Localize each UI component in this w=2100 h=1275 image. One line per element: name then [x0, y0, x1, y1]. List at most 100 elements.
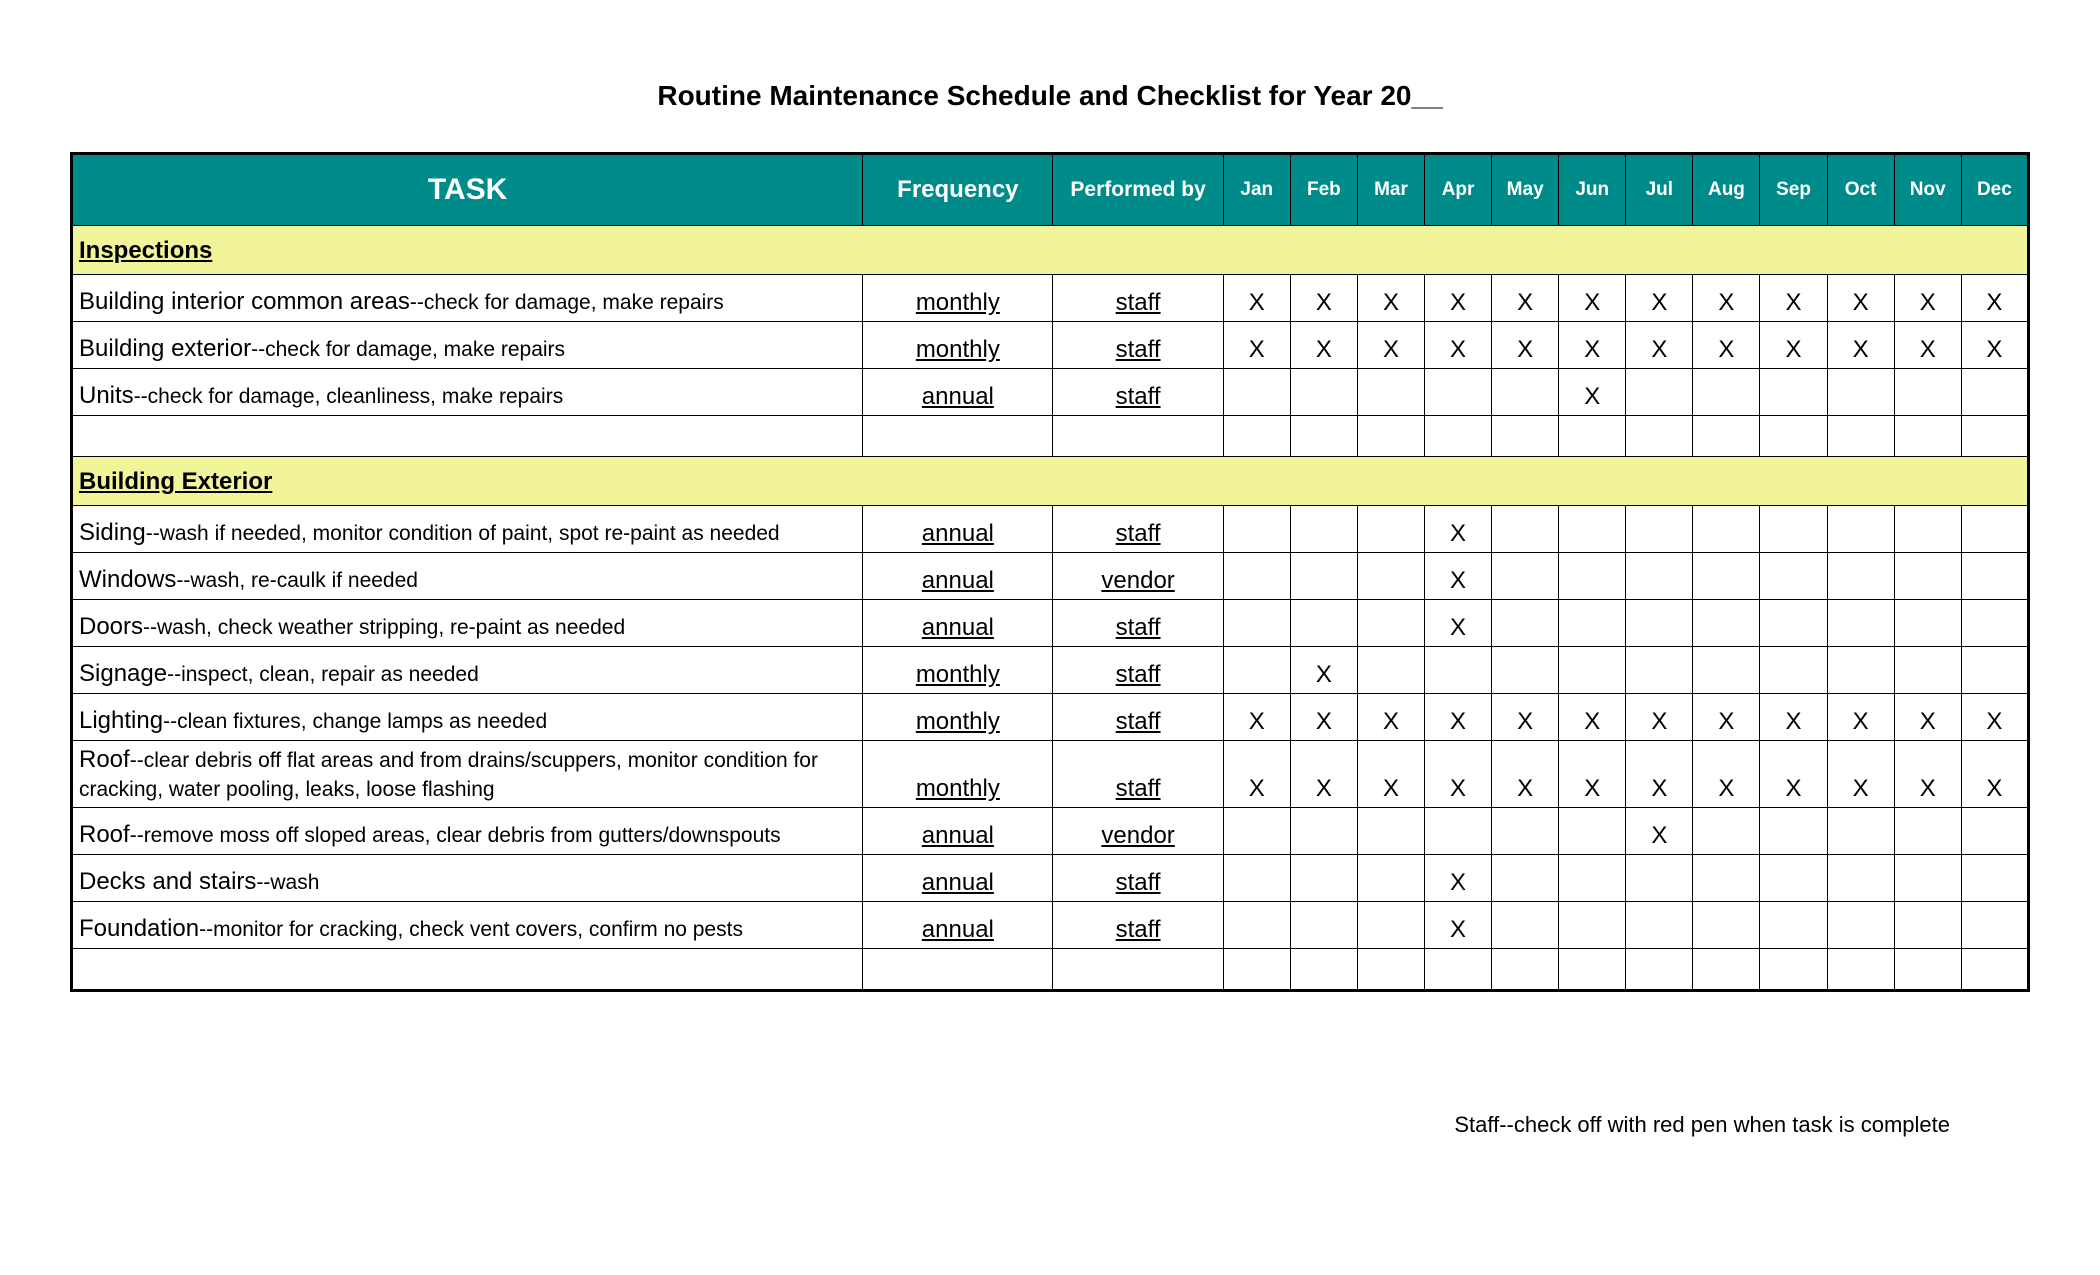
task-desc: --wash, re-caulk if needed: [176, 569, 418, 592]
task-name: Doors: [79, 613, 143, 640]
frequency-cell: annual: [863, 369, 1053, 416]
month-cell: [1223, 902, 1290, 949]
section-row: Building Exterior: [72, 457, 2029, 506]
month-cell: X: [1425, 855, 1492, 902]
month-cell: [1760, 808, 1827, 855]
month-cell: [1693, 553, 1760, 600]
month-cell: X: [1559, 694, 1626, 741]
task-cell: Roof--remove moss off sloped areas, clea…: [72, 808, 863, 855]
month-cell: [1894, 808, 1961, 855]
month-cell: [1492, 506, 1559, 553]
col-header-sep: Sep: [1760, 154, 1827, 226]
table-row: Siding--wash if needed, monitor conditio…: [72, 506, 2029, 553]
task-desc: --monitor for cracking, check vent cover…: [199, 918, 743, 941]
blank-cell: [72, 416, 863, 457]
month-cell: [1223, 369, 1290, 416]
month-cell: X: [1357, 322, 1424, 369]
month-cell: X: [1693, 694, 1760, 741]
performed-by-cell: staff: [1053, 275, 1223, 322]
month-cell: [1290, 902, 1357, 949]
month-cell: [1626, 647, 1693, 694]
blank-cell: [1894, 416, 1961, 457]
blank-cell: [1223, 949, 1290, 991]
table-row: Windows--wash, re-caulk if neededannualv…: [72, 553, 2029, 600]
task-desc: --check for damage, make repairs: [410, 291, 724, 314]
blank-cell: [1760, 949, 1827, 991]
frequency-cell: annual: [863, 808, 1053, 855]
month-cell: X: [1290, 647, 1357, 694]
month-cell: X: [1425, 694, 1492, 741]
month-cell: [1827, 855, 1894, 902]
blank-cell: [863, 949, 1053, 991]
table-header-row: TASK Frequency Performed by Jan Feb Mar …: [72, 154, 2029, 226]
col-header-jul: Jul: [1626, 154, 1693, 226]
month-cell: X: [1894, 694, 1961, 741]
month-cell: X: [1626, 694, 1693, 741]
month-cell: [1223, 600, 1290, 647]
task-desc: --wash if needed, monitor condition of p…: [146, 522, 780, 545]
month-cell: [1492, 808, 1559, 855]
task-desc: --inspect, clean, repair as needed: [167, 663, 479, 686]
task-cell: Signage--inspect, clean, repair as neede…: [72, 647, 863, 694]
month-cell: X: [1894, 741, 1961, 808]
task-name: Roof: [79, 746, 130, 773]
blank-cell: [1894, 949, 1961, 991]
month-cell: [1492, 902, 1559, 949]
blank-cell: [1693, 416, 1760, 457]
month-cell: [1693, 902, 1760, 949]
performed-by-cell: staff: [1053, 741, 1223, 808]
month-cell: X: [1223, 694, 1290, 741]
blank-cell: [1827, 416, 1894, 457]
month-cell: [1827, 506, 1894, 553]
month-cell: [1693, 506, 1760, 553]
month-cell: [1626, 902, 1693, 949]
month-cell: [1290, 553, 1357, 600]
task-cell: Units--check for damage, cleanliness, ma…: [72, 369, 863, 416]
month-cell: [1357, 506, 1424, 553]
month-cell: [1961, 902, 2028, 949]
task-cell: Decks and stairs--wash: [72, 855, 863, 902]
month-cell: [1894, 647, 1961, 694]
month-cell: [1894, 369, 1961, 416]
month-cell: [1961, 600, 2028, 647]
task-desc: --clear debris off flat areas and from d…: [79, 749, 818, 801]
month-cell: [1760, 553, 1827, 600]
performed-by-cell: staff: [1053, 369, 1223, 416]
frequency-cell: annual: [863, 902, 1053, 949]
blank-cell: [1290, 949, 1357, 991]
task-cell: Roof--clear debris off flat areas and fr…: [72, 741, 863, 808]
task-cell: Foundation--monitor for cracking, check …: [72, 902, 863, 949]
blank-cell: [1053, 416, 1223, 457]
month-cell: X: [1290, 694, 1357, 741]
month-cell: X: [1223, 322, 1290, 369]
month-cell: [1760, 369, 1827, 416]
section-label: Building Exterior: [72, 457, 2029, 506]
month-cell: X: [1492, 694, 1559, 741]
task-desc: --clean fixtures, change lamps as needed: [163, 710, 547, 733]
month-cell: X: [1223, 275, 1290, 322]
table-row: Building exterior--check for damage, mak…: [72, 322, 2029, 369]
col-header-nov: Nov: [1894, 154, 1961, 226]
task-desc: --check for damage, cleanliness, make re…: [134, 385, 564, 408]
frequency-cell: annual: [863, 553, 1053, 600]
blank-cell: [1827, 949, 1894, 991]
month-cell: [1290, 808, 1357, 855]
table-row: Roof--remove moss off sloped areas, clea…: [72, 808, 2029, 855]
section-row: Inspections: [72, 226, 2029, 275]
month-cell: [1626, 369, 1693, 416]
task-cell: Lighting--clean fixtures, change lamps a…: [72, 694, 863, 741]
table-row: Lighting--clean fixtures, change lamps a…: [72, 694, 2029, 741]
month-cell: [1894, 600, 1961, 647]
table-row: Signage--inspect, clean, repair as neede…: [72, 647, 2029, 694]
footnote: Staff--check off with red pen when task …: [70, 1112, 1950, 1138]
month-cell: [1693, 369, 1760, 416]
month-cell: [1760, 902, 1827, 949]
month-cell: [1290, 600, 1357, 647]
month-cell: X: [1827, 322, 1894, 369]
month-cell: X: [1290, 275, 1357, 322]
month-cell: [1693, 647, 1760, 694]
month-cell: [1223, 808, 1290, 855]
performed-by-cell: staff: [1053, 902, 1223, 949]
month-cell: [1894, 553, 1961, 600]
blank-cell: [1559, 949, 1626, 991]
